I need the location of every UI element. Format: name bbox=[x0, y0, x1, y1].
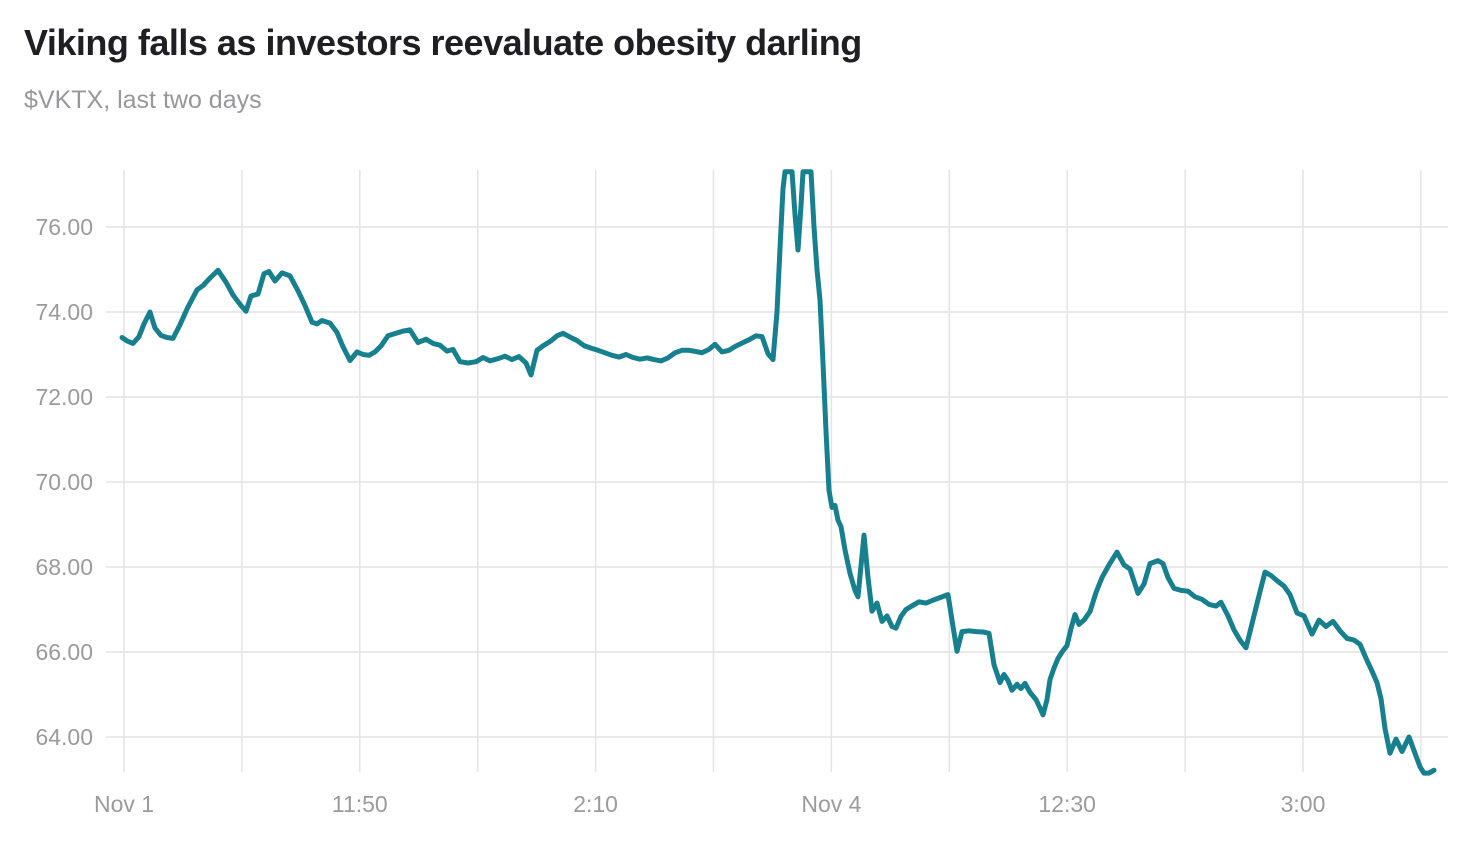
chart-title: Viking falls as investors reevaluate obe… bbox=[24, 22, 862, 63]
x-axis-tick-label: 3:00 bbox=[1281, 791, 1326, 817]
y-axis-tick-label: 76.00 bbox=[35, 214, 93, 240]
y-axis-tick-label: 74.00 bbox=[35, 299, 93, 325]
y-axis-tick-label: 70.00 bbox=[35, 469, 93, 495]
chart-subtitle: $VKTX, last two days bbox=[24, 86, 262, 114]
y-axis-tick-label: 68.00 bbox=[35, 554, 93, 580]
x-axis-tick-label: 12:30 bbox=[1038, 791, 1096, 817]
x-axis-tick-label: 2:10 bbox=[573, 791, 618, 817]
x-axis-tick-label: Nov 1 bbox=[94, 791, 154, 817]
y-axis-tick-label: 72.00 bbox=[35, 384, 93, 410]
price-line bbox=[119, 169, 1437, 776]
x-axis-tick-label: Nov 4 bbox=[801, 791, 861, 817]
y-axis-tick-label: 64.00 bbox=[35, 724, 93, 750]
x-axis-tick-label: 11:50 bbox=[332, 791, 388, 817]
y-axis-tick-label: 66.00 bbox=[35, 639, 93, 665]
